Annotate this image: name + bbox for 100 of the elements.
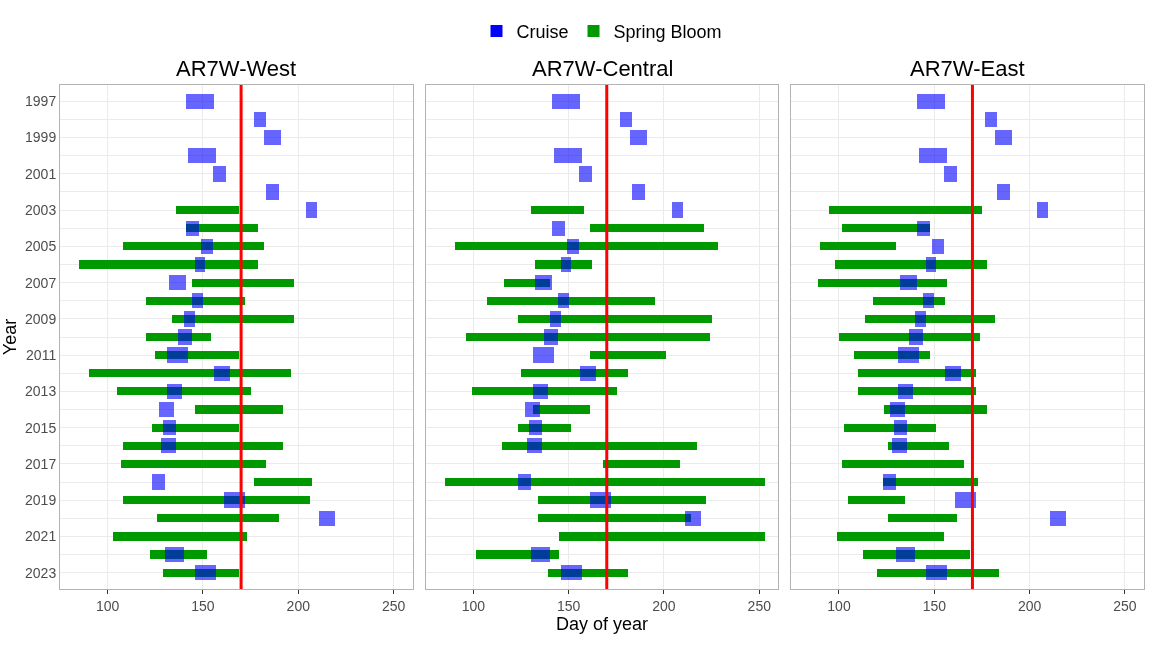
bar bbox=[997, 184, 1011, 200]
bar bbox=[186, 221, 199, 236]
y-tick-label: 2009 bbox=[25, 310, 57, 327]
x-tick-label: 150 bbox=[922, 597, 947, 614]
bar bbox=[471, 387, 617, 395]
bar bbox=[526, 438, 542, 453]
bar bbox=[892, 438, 908, 453]
bar bbox=[877, 569, 1000, 577]
bar bbox=[475, 550, 559, 559]
bar bbox=[844, 424, 937, 432]
bar bbox=[926, 257, 937, 272]
bar bbox=[543, 329, 558, 345]
bar bbox=[995, 130, 1013, 145]
y-tick-label: 2011 bbox=[26, 347, 57, 364]
bar bbox=[254, 112, 266, 127]
bar bbox=[184, 311, 195, 327]
x-tick-label: 150 bbox=[191, 597, 215, 614]
bar bbox=[909, 329, 924, 345]
bar bbox=[873, 297, 946, 305]
bar bbox=[619, 112, 632, 127]
bar bbox=[560, 257, 571, 272]
bar bbox=[883, 474, 897, 490]
bar bbox=[549, 311, 561, 327]
bar bbox=[919, 148, 948, 163]
y-axis-title: Year bbox=[0, 318, 20, 356]
bar bbox=[547, 569, 628, 577]
bar bbox=[534, 275, 552, 290]
bar bbox=[306, 202, 317, 218]
bar bbox=[201, 239, 213, 254]
bar bbox=[161, 438, 176, 453]
bar bbox=[848, 496, 906, 504]
bar bbox=[932, 239, 945, 254]
bar bbox=[566, 239, 579, 254]
bar bbox=[579, 366, 596, 381]
bar bbox=[818, 279, 948, 287]
bar bbox=[551, 94, 580, 109]
bar bbox=[169, 275, 186, 290]
y-tick-label: 2003 bbox=[25, 201, 57, 218]
y-tick-label: 2007 bbox=[25, 274, 57, 291]
bar bbox=[532, 405, 590, 414]
bar bbox=[113, 532, 247, 541]
bar bbox=[486, 297, 655, 305]
bar bbox=[917, 94, 946, 109]
bar bbox=[602, 460, 680, 468]
bar bbox=[553, 148, 582, 163]
bar bbox=[503, 279, 550, 287]
bar bbox=[865, 315, 996, 323]
bar bbox=[842, 460, 965, 468]
bar bbox=[520, 369, 628, 377]
bar bbox=[89, 369, 291, 377]
y-tick-label: 2021 bbox=[25, 528, 57, 545]
bar bbox=[1037, 202, 1049, 218]
y-tick-label: 2015 bbox=[25, 419, 57, 436]
bar bbox=[167, 384, 182, 399]
y-tick-label: 2013 bbox=[25, 383, 57, 400]
x-tick-label: 100 bbox=[827, 597, 851, 614]
bar bbox=[629, 130, 647, 145]
bar bbox=[176, 206, 239, 214]
bar bbox=[842, 224, 931, 232]
bar bbox=[898, 347, 920, 363]
x-tick-label: 150 bbox=[556, 597, 581, 614]
bar bbox=[152, 424, 239, 432]
y-tick-label: 1999 bbox=[25, 129, 57, 146]
bar bbox=[155, 351, 239, 359]
bar bbox=[163, 420, 176, 435]
bar bbox=[517, 424, 571, 432]
bar bbox=[188, 148, 216, 163]
bar bbox=[944, 166, 958, 182]
bar bbox=[589, 224, 704, 232]
bar bbox=[671, 202, 683, 218]
bar bbox=[560, 565, 582, 580]
bar bbox=[926, 565, 948, 580]
x-tick-label: 100 bbox=[461, 597, 486, 614]
bar bbox=[896, 547, 916, 562]
bar bbox=[854, 351, 931, 359]
x-tick-label: 200 bbox=[1017, 597, 1042, 614]
bar bbox=[524, 402, 540, 417]
legend-label: Cruise bbox=[516, 21, 569, 42]
bar bbox=[264, 130, 281, 145]
bar bbox=[159, 402, 174, 417]
bar bbox=[537, 514, 691, 522]
bar bbox=[163, 569, 239, 577]
x-axis-title: Day of year bbox=[555, 613, 649, 634]
bar bbox=[165, 547, 184, 562]
bar bbox=[537, 496, 706, 504]
bar bbox=[123, 242, 264, 250]
chart-title: AR7W-East bbox=[910, 56, 1025, 81]
bar bbox=[266, 184, 279, 200]
bar bbox=[534, 260, 592, 269]
bar bbox=[195, 565, 216, 580]
bar bbox=[501, 442, 697, 450]
bar bbox=[917, 221, 931, 236]
bar bbox=[888, 514, 958, 522]
bar bbox=[195, 257, 205, 272]
bar bbox=[146, 333, 211, 341]
bar bbox=[900, 275, 918, 290]
bar bbox=[530, 206, 584, 214]
bar bbox=[465, 333, 710, 341]
x-tick-label: 250 bbox=[381, 597, 406, 614]
x-tick-label: 200 bbox=[652, 597, 676, 614]
